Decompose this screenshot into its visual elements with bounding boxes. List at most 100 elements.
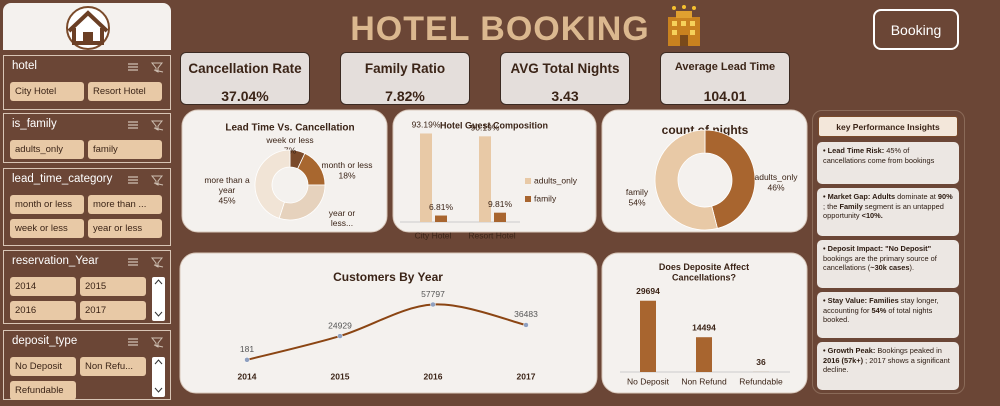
chart-panel (181, 109, 388, 233)
slicer-item[interactable]: 2015 (80, 277, 146, 296)
slice-value: 46% (767, 182, 784, 192)
kpi-value: 3.43 (551, 88, 579, 104)
bar-label: 90.19% (471, 123, 500, 133)
bar-label: 93.19% (412, 120, 441, 130)
kpi-card: Cancellation Rate 37.04% (180, 52, 310, 105)
bar-label: 14494 (692, 322, 716, 332)
slicer-item[interactable]: Non Refu... (80, 357, 146, 376)
kpi-card: Family Ratio 7.82% (340, 52, 470, 105)
slicer-item[interactable]: adults_only (10, 140, 84, 159)
line (246, 303, 527, 361)
slice-label: year or less... (329, 208, 356, 228)
bar (420, 133, 432, 222)
bar-label: 9.81% (488, 199, 513, 209)
x-tick-label: City Hotel (415, 230, 452, 240)
slicer-item[interactable]: family (88, 140, 162, 159)
insight-text: ; the (823, 201, 840, 211)
slicer-title: lead_time_category (12, 173, 113, 185)
slicer-item[interactable]: 2014 (10, 277, 76, 296)
line-point (523, 322, 529, 328)
x-tick-label: 2016 (424, 371, 443, 381)
hotel-icon (662, 5, 706, 47)
kpi-value: 37.04% (221, 88, 269, 104)
slice-value: 54% (628, 197, 645, 207)
home-icon[interactable] (3, 3, 171, 50)
bar (479, 136, 491, 222)
slicer-icons[interactable] (126, 118, 166, 131)
donut-slice (704, 129, 756, 229)
insight-text: 45% of cancellations come from bookings (823, 146, 935, 165)
slicer-icons[interactable] (126, 255, 166, 268)
slicer: is_family adults_only family (3, 113, 171, 163)
kpi-label: AVG Total Nights (510, 61, 620, 76)
slicer: hotel City Hotel Resort Hotel (3, 55, 171, 110)
point-label: 57797 (421, 289, 445, 299)
kpi-card: Average Lead Time 104.01 (660, 52, 790, 105)
slicer: deposit_type No Deposit Non Refu... Refunda… (3, 330, 171, 400)
slicer-item[interactable]: month or less (10, 195, 84, 214)
insight-text: bookings are the primary source of cance… (823, 253, 937, 273)
insight-text: ). (909, 263, 915, 272)
insight-text: Bookings peaked in (875, 346, 942, 355)
slicer-scrollbar[interactable] (152, 277, 165, 321)
slicer-title: is_family (12, 118, 57, 130)
bar-label: 29694 (636, 286, 660, 296)
legend-swatch (525, 178, 531, 184)
slicer-title: deposit_type (12, 335, 78, 347)
x-tick-label: Refundable (739, 376, 783, 386)
slice-value: 45% (218, 195, 235, 205)
slicer-item[interactable]: 2016 (10, 301, 76, 320)
kpi-label: Average Lead Time (674, 61, 776, 73)
insight-text: dominate at (895, 192, 938, 201)
slicer-item[interactable]: City Hotel (10, 82, 84, 101)
insight-bold: • Stay Value: Families (823, 296, 899, 305)
slicer-item[interactable]: No Deposit (10, 357, 76, 376)
x-tick-label: 2014 (238, 371, 257, 381)
slicer-icons[interactable] (126, 173, 166, 186)
bar (696, 337, 712, 372)
insight-bold: Family (839, 201, 863, 211)
chart-title: Customers By Year (333, 270, 443, 284)
slicer: reservation_Year 2014 2015 2016 2017 (3, 250, 171, 324)
x-tick-label: 2015 (331, 371, 350, 381)
slicer-item[interactable]: week or less (10, 219, 84, 238)
slice-label: adults_only (754, 172, 798, 182)
insight-card: • Growth Peak: Bookings peaked in 2016 (… (817, 342, 959, 390)
x-tick-label: Resort Hotel (468, 230, 515, 240)
point-label: 181 (240, 344, 254, 354)
slicer-item[interactable]: 2017 (80, 301, 146, 320)
donut-slice (654, 129, 718, 231)
slicer-item[interactable]: more than ... (88, 195, 162, 214)
insight-card: • Deposit Impact: "No Deposit" bookings … (817, 240, 959, 288)
slicer-item[interactable]: Resort Hotel (88, 82, 162, 101)
slicer-icons[interactable] (126, 335, 166, 348)
insight-bold: 90% (937, 192, 953, 201)
bar (640, 300, 656, 372)
slicer-icons[interactable] (126, 60, 166, 73)
insight-card: • Lead Time Risk: 45% of cancellations c… (817, 142, 959, 184)
slice-label: more than a year (204, 175, 250, 195)
insight-bold: • Deposit Impact: "No Deposit" (823, 244, 932, 253)
bar (494, 212, 506, 222)
slicer-item[interactable]: Refundable (10, 381, 76, 400)
booking-button[interactable]: Booking (873, 9, 959, 50)
legend-label: adults_only (534, 175, 578, 185)
insight-text: segment is an untapped opportunity (823, 201, 944, 221)
slice-label: month or less (321, 160, 372, 170)
kpi-value: 7.82% (385, 88, 425, 104)
slicer-title: hotel (12, 60, 37, 72)
title: HOTEL BOOKING (350, 10, 650, 48)
insight-text: ; 2017 shows a significant decline. (823, 355, 950, 375)
slicer-item[interactable]: year or less (88, 219, 162, 238)
slicer-scrollbar[interactable] (152, 357, 165, 397)
chart-panel (392, 109, 597, 233)
kpi-card: AVG Total Nights 3.43 (500, 52, 630, 105)
insight-bold: ~30k cases (870, 263, 910, 272)
x-tick-label: No Deposit (627, 376, 670, 386)
insight-bold: • Market Gap: Adults (823, 192, 896, 201)
slice-label: week or less (265, 135, 313, 145)
insight-bold: • Growth Peak: (823, 346, 876, 355)
